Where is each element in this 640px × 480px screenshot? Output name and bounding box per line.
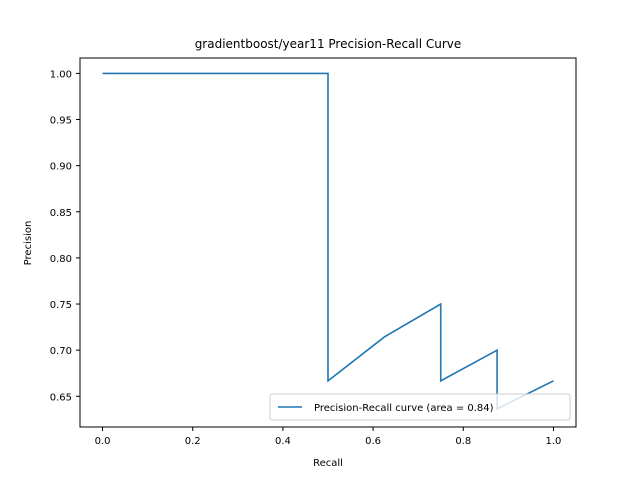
plot-layer [102,72,554,411]
legend-label: Precision-Recall curve (area = 0.84) [314,403,494,414]
y-tick-label: 0.90 [50,162,72,173]
y-tick-label: 0.65 [50,392,72,403]
legend-box [269,393,571,421]
x-tick-label: 0.8 [455,436,471,447]
y-tick-label: 0.85 [50,208,72,219]
x-tick-label: 0.4 [275,436,291,447]
x-axis-label: Recall [313,458,343,469]
series-line-0 [102,72,554,411]
y-tick-label: 0.75 [50,300,72,311]
x-tick-label: 0.0 [95,436,111,447]
legend: Precision-Recall curve (area = 0.84) [269,393,571,421]
axes-layer: 0.0 0.2 0.4 0.6 0.8 1.0 0.65 0.70 0.75 0.80 0.85 0.… [50,57,577,447]
x-tick-label: 1.0 [546,436,562,447]
y-axis-label: Precision [23,221,34,266]
x-tick-label: 0.2 [185,436,201,447]
y-tick-label: 0.80 [50,254,72,265]
chart-title: gradientboost/year11 Precision-Recall Cu… [195,37,462,51]
axes-frame [79,57,577,428]
y-tick-label: 0.70 [50,346,72,357]
y-tick-label: 0.95 [50,116,72,127]
y-tick-label: 1.00 [50,69,72,80]
x-tick-label: 0.6 [365,436,381,447]
